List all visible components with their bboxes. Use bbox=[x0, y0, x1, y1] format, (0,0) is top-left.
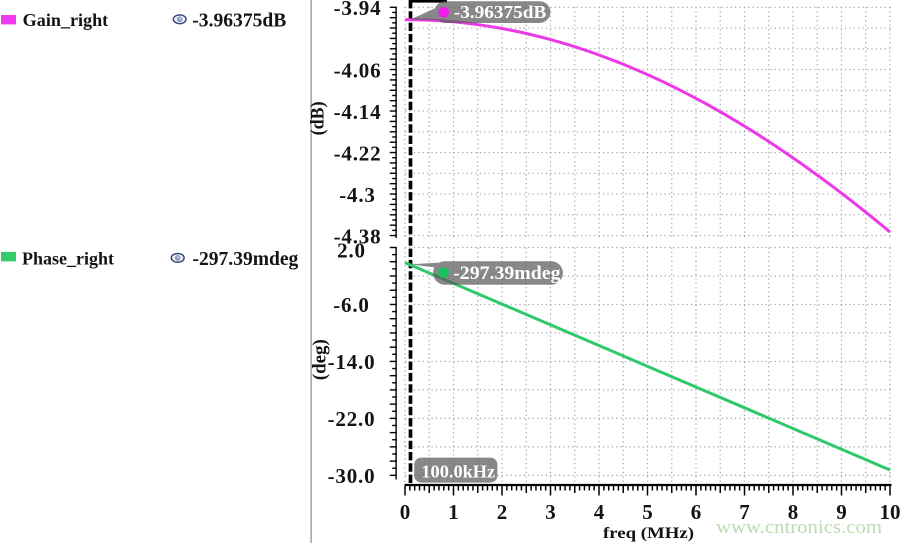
svg-text:8: 8 bbox=[788, 500, 799, 524]
svg-text:9: 9 bbox=[836, 500, 847, 524]
svg-text:-297.39mdeg: -297.39mdeg bbox=[193, 248, 299, 270]
svg-text:-6.0: -6.0 bbox=[333, 293, 369, 317]
svg-text:4: 4 bbox=[594, 500, 605, 524]
svg-text:-3.94: -3.94 bbox=[334, 0, 382, 20]
svg-text:100.0kHz: 100.0kHz bbox=[421, 462, 495, 482]
svg-text:-4.22: -4.22 bbox=[334, 141, 382, 165]
svg-text:-4.3: -4.3 bbox=[339, 183, 375, 207]
svg-text:Gain_right: Gain_right bbox=[23, 10, 109, 30]
svg-text:www.cntronics.com: www.cntronics.com bbox=[716, 517, 882, 538]
svg-text:-4.14: -4.14 bbox=[334, 100, 382, 124]
svg-text:-22.0: -22.0 bbox=[328, 407, 376, 431]
svg-text:-3.96375dB: -3.96375dB bbox=[192, 10, 286, 32]
svg-text:6: 6 bbox=[691, 500, 702, 524]
svg-text:-3.96375dB: -3.96375dB bbox=[454, 2, 547, 22]
svg-text:7: 7 bbox=[739, 500, 750, 524]
svg-text:1: 1 bbox=[448, 500, 459, 524]
svg-text:3: 3 bbox=[545, 500, 556, 524]
svg-text:Phase_right: Phase_right bbox=[22, 249, 114, 269]
svg-text:(dB): (dB) bbox=[308, 101, 329, 135]
svg-text:-4.38: -4.38 bbox=[334, 224, 382, 248]
svg-text:2.0: 2.0 bbox=[337, 238, 366, 262]
svg-text:-297.39mdeg: -297.39mdeg bbox=[453, 264, 561, 284]
svg-text:10: 10 bbox=[880, 500, 900, 524]
svg-text:-14.0: -14.0 bbox=[328, 350, 376, 374]
svg-text:2: 2 bbox=[497, 500, 508, 524]
svg-text:0: 0 bbox=[400, 500, 411, 524]
svg-text:freq (MHz): freq (MHz) bbox=[603, 525, 694, 542]
svg-text:(deg): (deg) bbox=[309, 339, 330, 380]
svg-text:5: 5 bbox=[642, 500, 653, 524]
svg-text:-4.06: -4.06 bbox=[334, 58, 382, 82]
svg-text:-30.0: -30.0 bbox=[328, 464, 376, 488]
